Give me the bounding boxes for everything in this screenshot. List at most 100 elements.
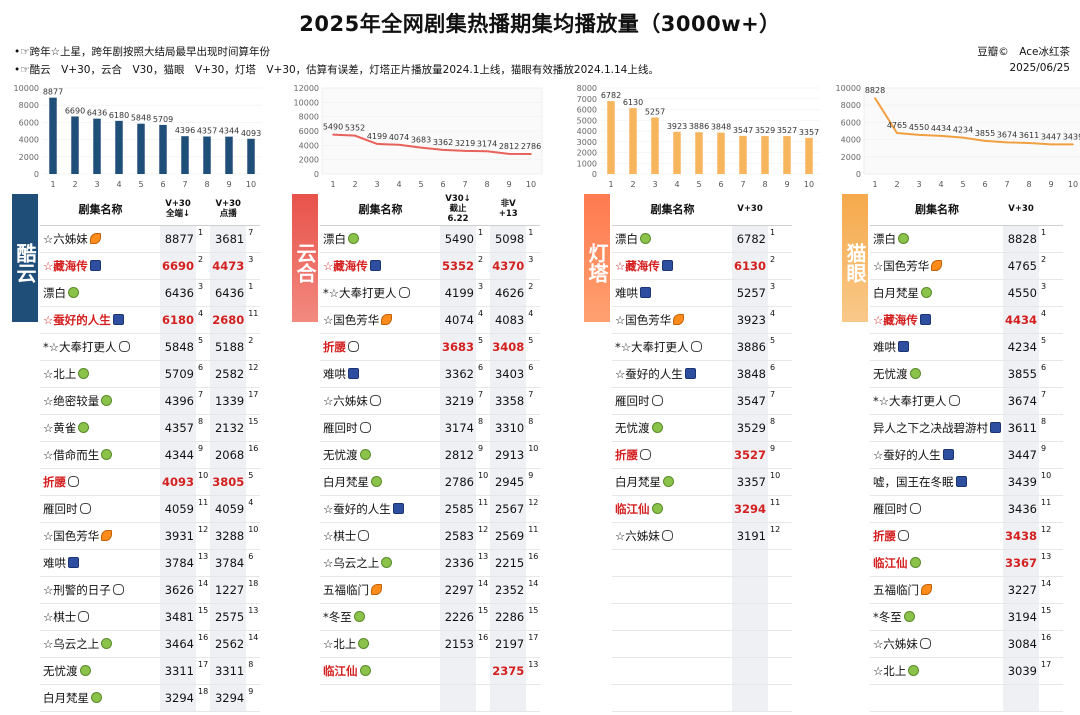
drama-name: 折腰 [43,474,66,489]
drama-name-cell: 无忧渡 [612,414,732,442]
rank-1: 10 [196,468,211,496]
empty-cell [768,657,783,685]
row-spacer [1053,549,1064,577]
rank-1: 16 [196,630,211,658]
value-1: 3611 [1003,414,1040,442]
value-2: 2215 [490,549,527,577]
data-point [486,150,488,153]
iqiyi-icon [68,286,79,298]
x-tick-label: 1 [872,180,877,189]
x-tick-label: 3 [916,180,921,189]
rank-1: 1 [1039,225,1054,253]
empty-cell [1039,684,1054,712]
data-label: 8877 [43,88,63,97]
drama-name-cell: 无忧渡 [870,360,1003,388]
iqiyi-icon [359,664,371,676]
drama-name-cell: 异人之下之决战碧游村 [870,414,1003,442]
youku-icon [89,259,101,271]
rank-1: 10 [1039,468,1054,496]
drama-name-cell: ☆北上 [320,630,440,658]
data-point [398,144,400,146]
value-1: 8877 [160,225,197,253]
row-spacer [1053,279,1064,307]
tencent-icon [640,448,651,460]
maoyan-panel: 猫眼 剧集名称 V+30 漂白 8828 1 ☆国色芳华 4765 2 白月梵星 4550 3 ☆藏海传… [842,194,1080,712]
x-tick-label: 9 [506,180,511,189]
header-name: 剧集名称 [320,194,440,226]
value-2: 4059 [210,495,247,523]
table-row: 难哄 3362 6 3403 6 [320,360,541,388]
drama-name-cell: 临江仙 [320,657,440,685]
table-row: 漂白 6782 1 [612,225,793,253]
value-1: 3219 [440,387,477,415]
drama-name: ☆北上 [873,663,907,678]
table-row: *冬至 3194 15 [870,603,1064,631]
iqiyi-icon [640,232,651,244]
rank-1 [476,657,491,685]
value-1: 2336 [440,549,477,577]
youku-icon [68,556,79,568]
value-2: 4370 [490,252,527,280]
x-tick-label: 2 [352,180,357,189]
data-label: 6436 [87,109,107,118]
iqiyi-icon [381,556,393,568]
value-1: 3931 [160,522,197,550]
rank-1: 10 [768,468,783,496]
rank-1: 3 [768,279,783,307]
y-tick-label: 2000 [19,153,39,162]
value-1: 4550 [1003,279,1040,307]
rank-1: 7 [768,387,783,415]
drama-name: 漂白 [323,231,346,246]
drama-name: 白月梵星 [615,474,661,489]
table-row: ☆蚕好的人生 3848 6 [612,360,793,388]
table-row: ☆藏海传 6690 2 4473 3 [40,252,261,280]
x-tick-label: 1 [50,180,55,189]
y-tick-label: 2000 [299,156,319,165]
data-point [1072,143,1074,146]
drama-name: ☆国色芳华 [43,528,100,543]
header-name: 剧集名称 [870,194,1003,226]
iqiyi-icon [101,448,113,460]
rank-1: 12 [476,522,491,550]
data-label: 5257 [645,107,665,116]
rank-2: 16 [246,441,261,469]
x-tick-label: 2 [630,180,635,189]
x-tick-label: 7 [462,180,467,189]
rank-2: 6 [246,549,261,577]
data-label: 4344 [219,127,239,136]
rank-1: 14 [1039,576,1054,604]
dengta-panel: 灯塔 剧集名称 V+30 漂白 6782 1 ☆藏海传 6130 2 难哄 5257 3 ☆国色芳华 39… [584,194,846,712]
value-1: 4357 [160,414,197,442]
table-row: *☆大奉打更人 4199 3 4626 2 [320,279,541,307]
youku-icon [348,367,359,379]
empty-cell [612,549,732,577]
row-spacer [1053,387,1064,415]
empty-cell [782,549,793,577]
rank-1: 9 [1039,441,1054,469]
empty-row [870,684,1064,712]
row-spacer [782,495,793,523]
data-point [940,135,942,137]
data-point [962,136,964,139]
drama-name-cell: 五福临门 [870,576,1003,604]
data-label: 3886 [689,122,709,131]
drama-name: ☆六姊妹 [615,528,660,543]
x-tick-label: 9 [226,180,231,189]
rank-2: 11 [526,522,541,550]
data-label: 2786 [521,142,541,151]
y-tick-label: 5000 [577,116,597,125]
row-spacer [1053,225,1064,253]
data-label: 3855 [975,129,995,138]
drama-name: ☆北上 [43,366,77,381]
drama-name: ☆蚕好的人生 [43,312,111,327]
series-line [874,97,1074,146]
rank-1: 16 [1039,630,1054,658]
row-spacer [1053,576,1064,604]
iqiyi-icon [101,394,113,406]
value-1: 3855 [1003,360,1040,388]
value-2: 2068 [210,441,247,469]
drama-name-cell: *冬至 [320,603,440,631]
header-spacer [782,194,793,226]
yunhe-table: 剧集名称 V30↓ 截止6.22 非V +13 漂白 5490 1 5098 1 ☆藏海传 535… [320,194,541,712]
tencent-icon [948,394,960,406]
